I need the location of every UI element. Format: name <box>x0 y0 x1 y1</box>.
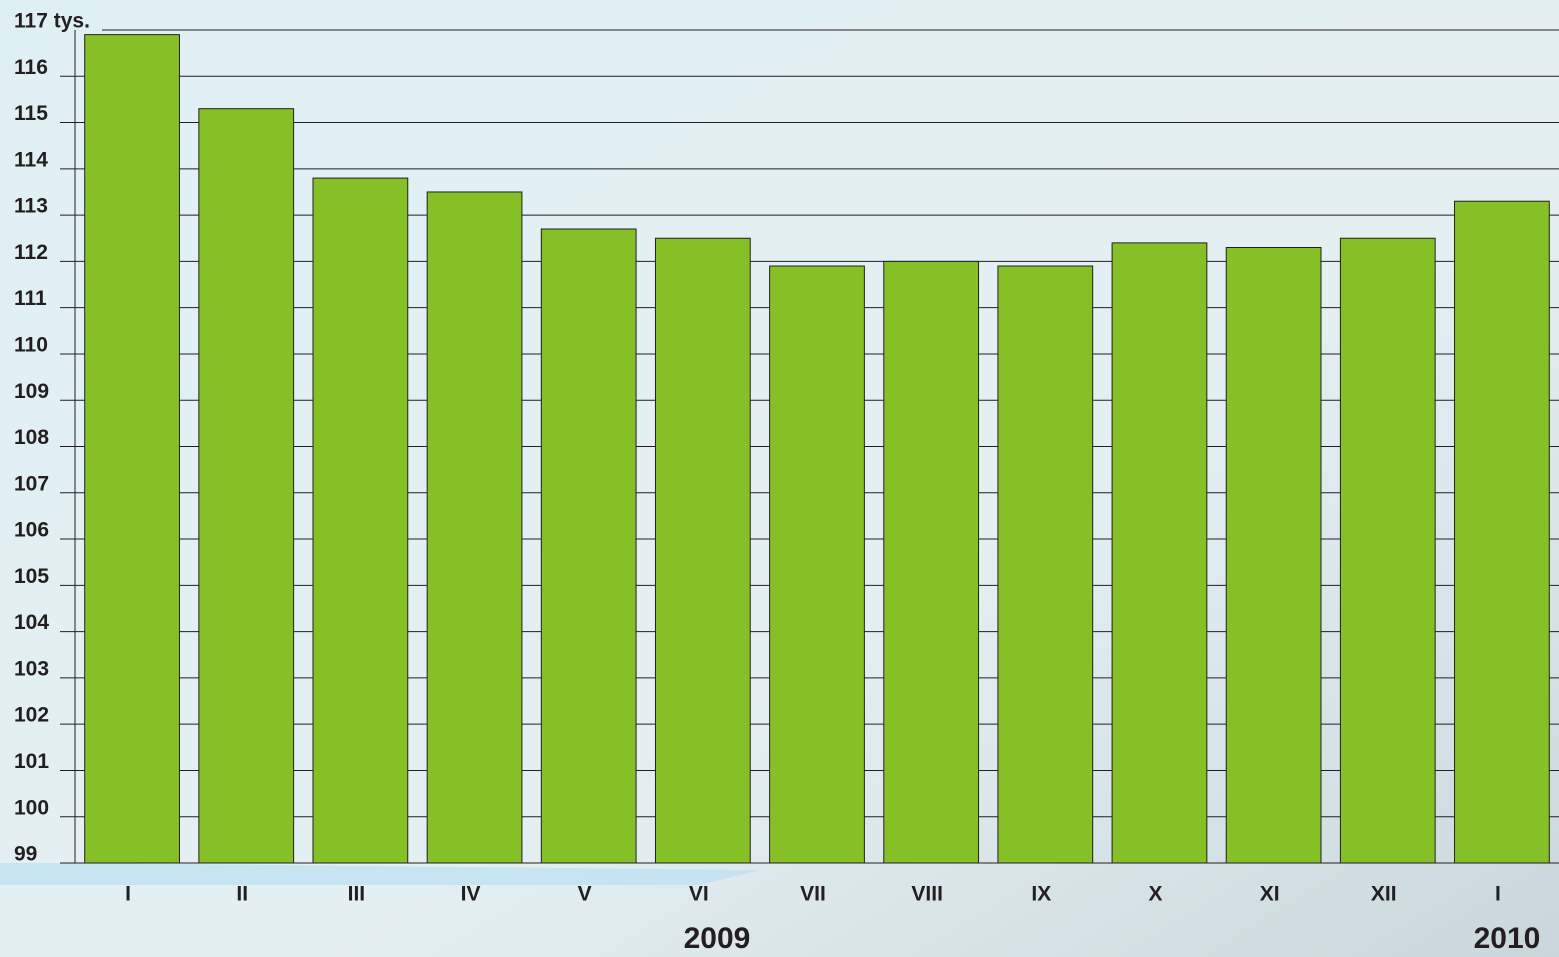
x-tick-label: VI <box>689 883 709 906</box>
y-tick-label: 109 <box>14 380 49 403</box>
x-tick-label: VIII <box>911 883 943 906</box>
bar <box>540 228 637 864</box>
y-tick-label: 117 tys. <box>14 10 90 33</box>
y-tick-label: 114 <box>14 148 48 171</box>
y-tick-label: 108 <box>14 426 49 449</box>
bar <box>654 237 751 864</box>
year-label: 2010 <box>1474 922 1541 955</box>
y-tick-label: 112 <box>14 241 48 264</box>
bar <box>1111 242 1208 864</box>
x-tick-label: X <box>1148 883 1162 906</box>
axis-shadow <box>0 863 760 885</box>
x-tick-label: I <box>1495 883 1501 906</box>
bar <box>84 34 180 864</box>
x-tick-label: VII <box>800 883 826 906</box>
y-tick-label: 105 <box>14 565 49 588</box>
y-tick-label: 104 <box>14 611 49 634</box>
y-tick-label: 100 <box>14 796 49 819</box>
x-tick-label: II <box>236 883 248 906</box>
x-tick-label: XII <box>1371 883 1397 906</box>
bar <box>426 191 523 864</box>
y-tick-label: 107 <box>14 472 49 495</box>
bar <box>312 177 409 864</box>
y-tick-label: 111 <box>14 287 47 310</box>
bar <box>883 260 980 864</box>
x-tick-label: V <box>578 883 592 906</box>
bar <box>1454 200 1550 864</box>
y-tick-label: 101 <box>14 750 49 773</box>
y-tick-label: 116 <box>14 56 48 79</box>
bar <box>1225 247 1322 864</box>
x-tick-label: XI <box>1260 883 1280 906</box>
bar <box>198 108 295 864</box>
y-tick-label: 113 <box>14 195 48 218</box>
y-tick-label: 99 <box>14 843 37 866</box>
bar <box>769 265 865 864</box>
y-tick-label: 115 <box>14 102 48 125</box>
year-label: 2009 <box>684 922 751 955</box>
x-tick-label: IV <box>461 883 481 906</box>
x-tick-label: I <box>125 883 131 906</box>
bar <box>1339 237 1436 864</box>
x-tick-label: III <box>348 883 366 906</box>
y-tick-label: 103 <box>14 657 49 680</box>
bar <box>997 265 1094 864</box>
y-tick-label: 106 <box>14 519 49 542</box>
x-tick-label: IX <box>1031 883 1051 906</box>
y-tick-label: 102 <box>14 704 49 727</box>
y-tick-label: 110 <box>14 333 48 356</box>
